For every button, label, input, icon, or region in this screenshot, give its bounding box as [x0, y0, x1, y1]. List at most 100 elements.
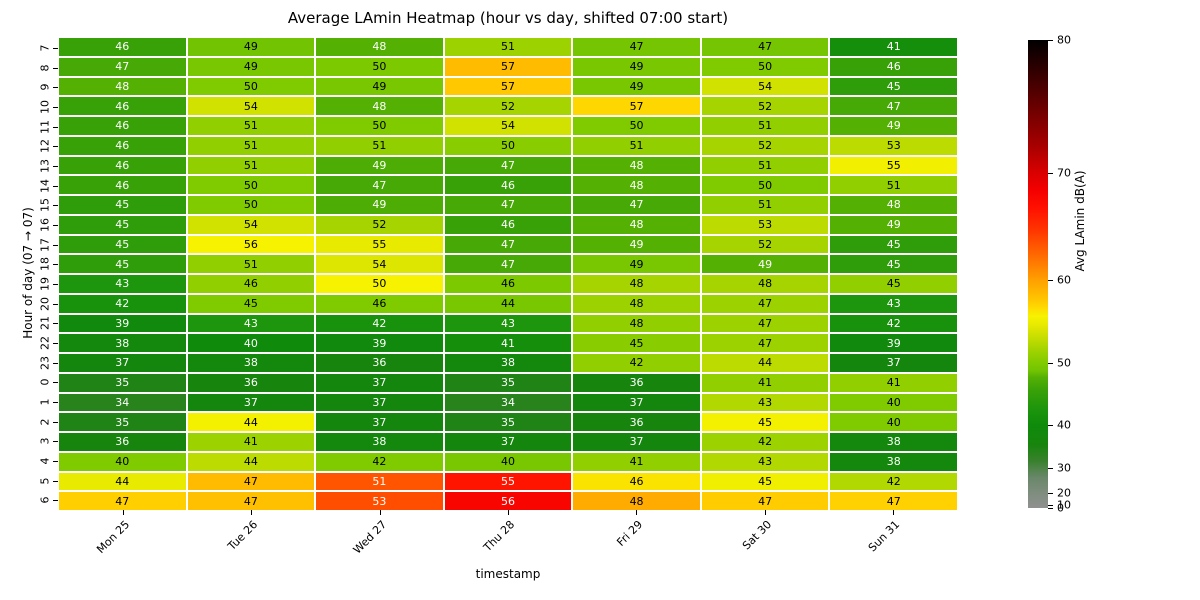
heatmap-cell: 46 [444, 176, 572, 194]
heatmap-cell: 37 [830, 354, 957, 372]
y-tick-mark [53, 87, 58, 89]
y-tick-label: 0 [38, 378, 52, 386]
heatmap-cell: 50 [573, 117, 700, 135]
heatmap-cell: 52 [316, 215, 443, 234]
heatmap-cell: 48 [573, 215, 700, 234]
heatmap-cell: 41 [830, 373, 957, 392]
heatmap-cell: 55 [830, 156, 957, 175]
heatmap-cell: 43 [59, 275, 186, 293]
heatmap-cell: 35 [59, 373, 186, 392]
heatmap-cell: 45 [830, 235, 957, 254]
y-tick-label: 3 [38, 437, 52, 445]
heatmap-cell: 47 [444, 196, 572, 214]
heatmap-cell: 50 [701, 57, 829, 76]
heatmap-cell: 48 [573, 156, 700, 175]
heatmap-cell: 34 [444, 393, 572, 412]
heatmap-cell: 46 [573, 472, 700, 491]
heatmap-cell: 48 [573, 176, 700, 194]
heatmap-cell: 52 [444, 97, 572, 115]
heatmap-cell: 50 [444, 136, 572, 155]
colorbar-tick-label: 0 [1057, 501, 1064, 515]
y-tick-mark [53, 244, 58, 246]
heatmap-cell: 40 [830, 393, 957, 412]
y-tick-label: 16 [38, 217, 52, 232]
colorbar-tick-mark [1048, 40, 1053, 41]
heatmap-cell: 44 [187, 452, 315, 471]
heatmap-cell: 48 [316, 38, 443, 56]
heatmap-cell: 36 [187, 373, 315, 392]
y-tick-label: 19 [38, 276, 52, 291]
heatmap-cell: 38 [316, 433, 443, 451]
heatmap-cell: 45 [830, 275, 957, 293]
colorbar-tick-label: 40 [1057, 418, 1071, 432]
heatmap-cell: 52 [701, 235, 829, 254]
heatmap-cell: 49 [187, 57, 315, 76]
heatmap-cell: 57 [444, 57, 572, 76]
heatmap-cell: 37 [316, 373, 443, 392]
y-tick-mark [53, 67, 58, 69]
heatmap-cell: 49 [316, 156, 443, 175]
y-tick-label: 6 [38, 496, 52, 504]
heatmap-cell: 38 [187, 354, 315, 372]
colorbar-tick-mark [1048, 508, 1053, 509]
heatmap-cell: 44 [59, 472, 186, 491]
heatmap-cell: 42 [316, 452, 443, 471]
heatmap-cell: 44 [701, 354, 829, 372]
heatmap-cell: 50 [316, 117, 443, 135]
x-tick-mark [892, 510, 894, 515]
y-tick-mark [53, 146, 58, 148]
y-tick-mark [53, 441, 58, 443]
heatmap-cell: 47 [573, 38, 700, 56]
y-tick-mark [53, 303, 58, 305]
heatmap-cell: 37 [573, 393, 700, 412]
heatmap-cell: 50 [316, 57, 443, 76]
heatmap-cell: 48 [59, 77, 186, 96]
heatmap-cell: 39 [830, 334, 957, 352]
heatmap-cell: 49 [187, 38, 315, 56]
heatmap-cell: 37 [59, 354, 186, 372]
heatmap-cell: 53 [701, 215, 829, 234]
heatmap-cell: 57 [444, 77, 572, 96]
heatmap-cell: 50 [701, 176, 829, 194]
heatmap-cell: 46 [59, 136, 186, 155]
x-tick-mark [379, 510, 381, 515]
heatmap-cell: 42 [59, 294, 186, 313]
y-tick-label: 17 [38, 237, 52, 252]
heatmap-cell: 45 [830, 77, 957, 96]
heatmap-cell: 54 [187, 97, 315, 115]
heatmap-cell: 46 [59, 117, 186, 135]
heatmap-cell: 46 [59, 156, 186, 175]
colorbar-tick-label: 70 [1057, 166, 1071, 180]
heatmap-cell: 47 [444, 235, 572, 254]
x-tick-label: Thu 28 [481, 518, 518, 555]
heatmap-cell: 48 [573, 492, 700, 510]
heatmap-cell: 45 [59, 215, 186, 234]
heatmap-cell: 47 [444, 156, 572, 175]
y-tick-mark [53, 401, 58, 403]
heatmap-cell: 47 [316, 176, 443, 194]
y-tick-label: 21 [38, 316, 52, 331]
colorbar-tick-mark [1048, 467, 1053, 469]
x-tick-label: Tue 26 [225, 518, 261, 553]
colorbar-tick-label: 20 [1057, 486, 1071, 500]
y-tick-label: 23 [38, 355, 52, 370]
heatmap-cell: 51 [573, 136, 700, 155]
heatmap-cell: 48 [830, 196, 957, 214]
y-tick-label: 22 [38, 335, 52, 350]
heatmap-cell: 51 [316, 136, 443, 155]
y-tick-label: 13 [38, 158, 52, 173]
heatmap-cell: 53 [830, 136, 957, 155]
y-tick-mark [53, 126, 58, 128]
heatmap-cell: 47 [701, 492, 829, 510]
heatmap-cell: 45 [701, 472, 829, 491]
heatmap-cell: 44 [444, 294, 572, 313]
colorbar-tick-label: 60 [1057, 273, 1071, 287]
heatmap-cell: 51 [187, 156, 315, 175]
heatmap-cell: 46 [59, 176, 186, 194]
heatmap-cell: 37 [573, 433, 700, 451]
y-tick-mark [53, 283, 58, 285]
heatmap-cell: 39 [59, 314, 186, 333]
heatmap-cell: 51 [187, 255, 315, 273]
heatmap-cell: 35 [59, 413, 186, 431]
y-tick-label: 1 [38, 398, 52, 406]
